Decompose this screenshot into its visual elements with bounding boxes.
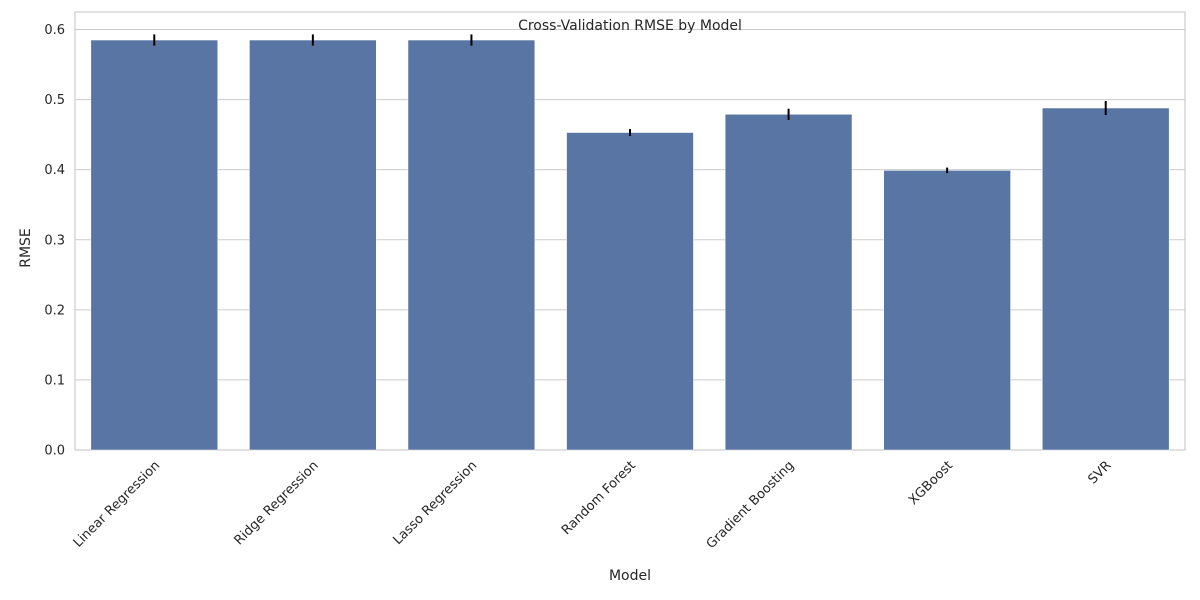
bar (1042, 107, 1170, 451)
y-tick-label: 0.5 (44, 93, 65, 108)
x-tick-label: XGBoost (906, 458, 956, 508)
x-tick-label: Random Forest (559, 458, 639, 538)
y-tick-label: 0.6 (44, 23, 65, 38)
x-tick-label: Lasso Regression (390, 458, 480, 548)
bars (90, 39, 1170, 451)
x-axis-label: Model (609, 568, 651, 584)
bar (566, 132, 694, 451)
x-tick-labels: Linear Regression Ridge Regression Lasso R… (71, 458, 1115, 552)
error-bars (153, 34, 1107, 174)
y-tick-label: 0.3 (44, 233, 65, 248)
bar (407, 39, 536, 451)
x-tick-label: Linear Regression (71, 458, 163, 550)
chart-title: Cross-Validation RMSE by Model (518, 18, 742, 34)
x-tick-label: Ridge Regression (232, 458, 322, 548)
bar (883, 170, 1011, 451)
y-tick-label: 0.1 (44, 373, 65, 388)
x-tick-label: Gradient Boosting (704, 458, 798, 552)
bar (724, 114, 853, 451)
y-tick-label: 0.2 (44, 303, 65, 318)
bar (249, 39, 377, 451)
y-tick-label: 0.4 (44, 163, 65, 178)
y-tick-label: 0.0 (44, 444, 65, 459)
x-tick-label: SVR (1085, 458, 1114, 487)
bar (90, 39, 218, 451)
y-tick-labels: 0.0 0.1 0.2 0.3 0.4 0.5 0.6 (44, 23, 65, 458)
y-axis-label: RMSE (18, 228, 34, 268)
